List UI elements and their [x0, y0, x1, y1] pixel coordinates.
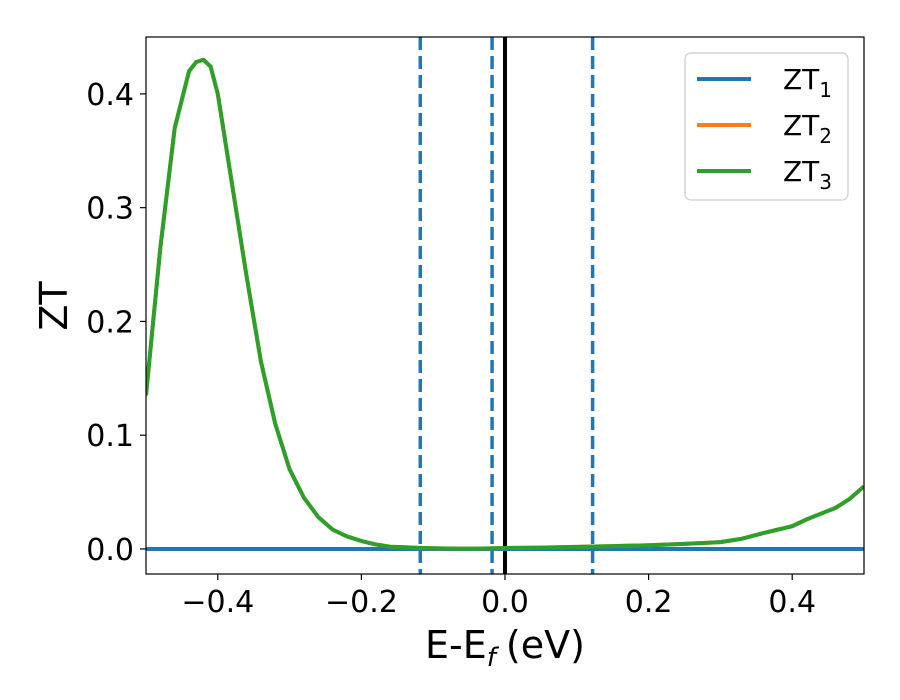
x-tick-label: 0.2: [625, 585, 673, 620]
legend-frame: [684, 52, 849, 201]
y-tick-label: 0.3: [86, 192, 134, 227]
x-tick-label: −0.4: [181, 585, 254, 620]
y-axis-title: ZT: [32, 281, 76, 331]
x-tick-label: −0.2: [325, 585, 398, 620]
legend-label-zt3: ZT3: [783, 155, 832, 194]
x-axis-title-subscript: f: [487, 643, 500, 673]
y-tick-label: 0.1: [86, 419, 134, 454]
series-lines: [146, 57, 864, 551]
y-tick-label: 0.4: [86, 78, 134, 113]
y-tick-label: 0.0: [86, 533, 134, 568]
y-axis: 0.0 0.1 0.2 0.3 0.4: [86, 78, 146, 568]
legend-label-zt1: ZT1: [783, 63, 832, 102]
x-axis: −0.4 −0.2 0.0 0.2 0.4: [181, 574, 816, 620]
legend-label-zt2: ZT2: [783, 109, 832, 148]
legend: ZT1 ZT2 ZT3: [684, 52, 849, 201]
x-tick-label: 0.0: [481, 585, 529, 620]
x-tick-label: 0.4: [768, 585, 816, 620]
series-line-zt3: [146, 57, 864, 551]
vertical-reference-lines: [418, 37, 595, 574]
y-tick-label: 0.2: [86, 305, 134, 340]
x-axis-title: E-Ef (eV): [425, 623, 585, 673]
